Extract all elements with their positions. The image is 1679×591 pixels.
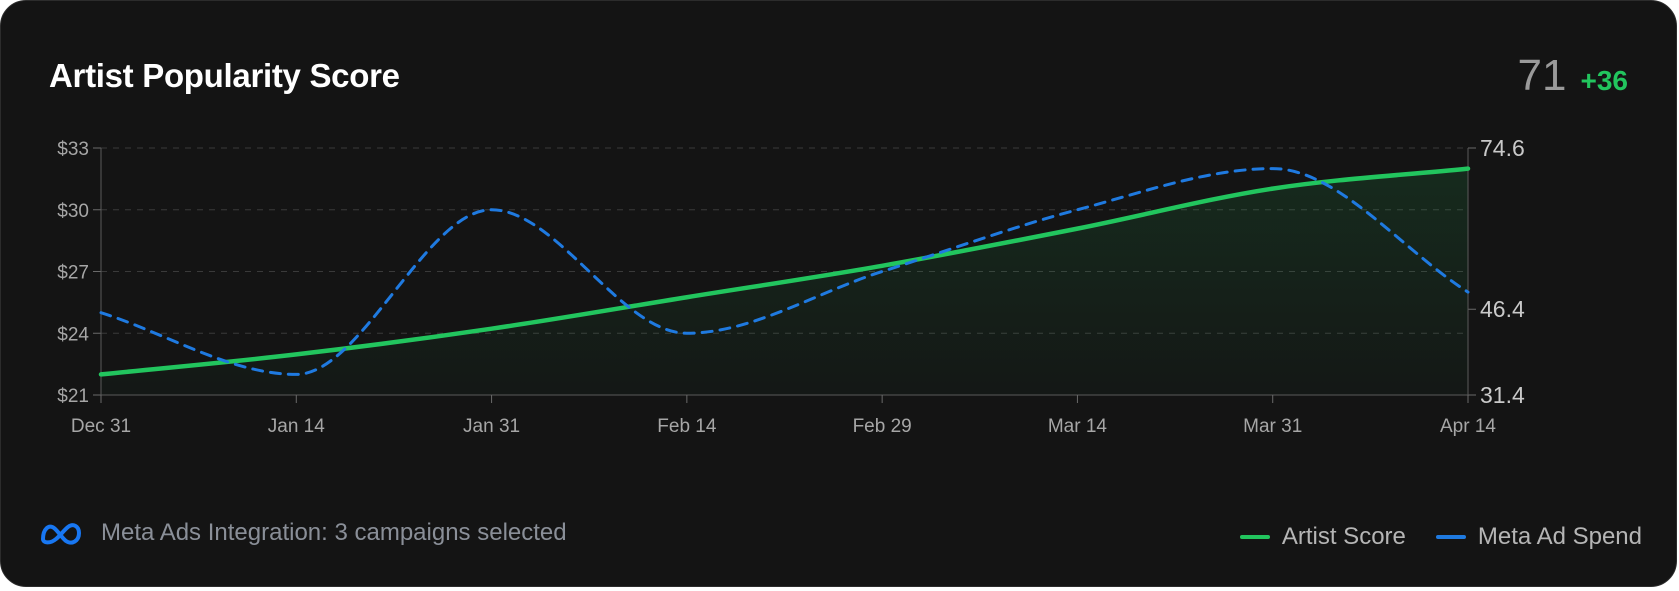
x-tick-label: Feb 29 bbox=[853, 416, 912, 437]
line-chart: $33 $30 $27 $24 $21 74.6 46.4 31.4 Dec 31 Jan 14 J… bbox=[57, 135, 1525, 437]
score-delta: +36 bbox=[1580, 65, 1629, 96]
legend-item-artist-score[interactable]: Artist Score bbox=[1239, 523, 1406, 551]
y-right-tick-label: 74.6 bbox=[1480, 135, 1525, 161]
legend-swatch-meta-ad-spend bbox=[1435, 535, 1466, 539]
chart-legend: Artist Score Meta Ad Spend bbox=[1239, 523, 1642, 551]
x-tick-label: Feb 14 bbox=[657, 416, 717, 437]
x-tick-label: Mar 14 bbox=[1048, 416, 1108, 437]
score-summary: 71 +36 bbox=[1518, 51, 1628, 101]
artist-score-area bbox=[101, 168, 1468, 395]
integration-info: Meta Ads Integration: 3 campaigns select… bbox=[39, 519, 567, 547]
x-tick-label: Jan 31 bbox=[463, 416, 520, 437]
chart-title: Artist Popularity Score bbox=[49, 57, 400, 94]
x-tick-label: Dec 31 bbox=[71, 416, 131, 437]
legend-item-meta-ad-spend[interactable]: Meta Ad Spend bbox=[1435, 523, 1642, 551]
y-left-tick-label: $33 bbox=[57, 139, 89, 160]
legend-swatch-artist-score bbox=[1239, 535, 1270, 539]
y-left-tick-label: $27 bbox=[57, 263, 89, 284]
integration-text: Meta Ads Integration: 3 campaigns select… bbox=[101, 519, 567, 546]
y-right-tick-label: 46.4 bbox=[1480, 296, 1525, 322]
artist-score-line bbox=[98, 166, 1471, 377]
x-tick-label: Jan 14 bbox=[268, 416, 325, 437]
area-layer bbox=[101, 168, 1468, 395]
x-tick-label: Apr 14 bbox=[1440, 416, 1496, 437]
legend-label-artist-score: Artist Score bbox=[1281, 523, 1406, 550]
y-left-tick-label: $24 bbox=[57, 324, 89, 345]
x-tick-label: Mar 31 bbox=[1243, 416, 1302, 437]
series-layer bbox=[98, 166, 1471, 377]
current-score: 71 bbox=[1517, 51, 1567, 100]
axes bbox=[93, 147, 1476, 403]
y-left-tick-label: $21 bbox=[57, 386, 89, 407]
y-right-tick-label: 31.4 bbox=[1480, 382, 1525, 408]
legend-label-meta-ad-spend: Meta Ad Spend bbox=[1477, 523, 1642, 550]
y-left-tick-label: $30 bbox=[57, 201, 89, 222]
tick-labels: $33 $30 $27 $24 $21 74.6 46.4 31.4 Dec 31 Jan 14 J… bbox=[57, 135, 1525, 437]
meta-ad-spend-line bbox=[99, 167, 1470, 376]
meta-logo-icon bbox=[41, 523, 81, 545]
